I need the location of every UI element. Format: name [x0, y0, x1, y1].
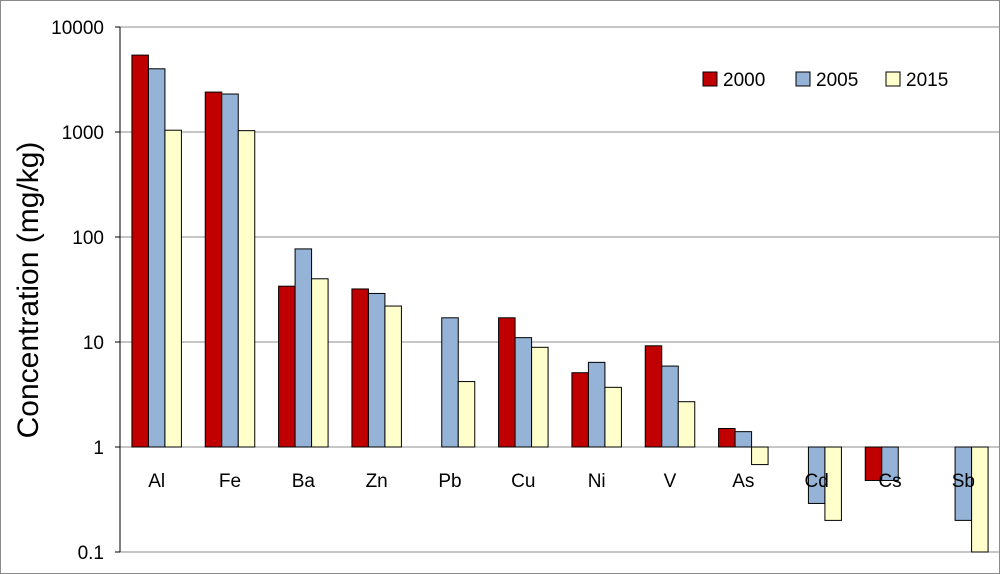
legend: 2000 2005 2015 — [702, 70, 948, 91]
bar-2005-Pb — [441, 317, 459, 448]
bar-2015-V — [677, 401, 696, 448]
bar-2005-Fe — [221, 93, 239, 448]
gridlines — [115, 26, 1000, 553]
bar-2005-Cs — [881, 446, 899, 481]
y-tick-label: 0.1 — [78, 543, 104, 564]
bar-2000-As — [718, 428, 736, 448]
bar-2000-Zn — [351, 288, 369, 448]
legend-label-2015: 2015 — [906, 70, 948, 91]
bar-2005-Ba — [294, 248, 313, 448]
bar-2005-Cu — [514, 337, 533, 448]
category-label: Fe — [219, 471, 241, 492]
bar-2005-Zn — [367, 292, 386, 448]
bar-2015-Ni — [604, 386, 622, 448]
bar-2015-Sb — [971, 446, 989, 553]
bar-2005-As — [734, 431, 753, 448]
bar-2015-Cu — [531, 346, 549, 448]
legend-swatch-2000 — [702, 71, 718, 87]
category-label: Cd — [805, 471, 829, 492]
legend-swatch-2015 — [885, 71, 901, 87]
bar-2000-Fe — [204, 91, 223, 448]
bar-2000-Al — [131, 54, 149, 448]
y-tick-label: 10 — [83, 333, 104, 354]
category-label: As — [732, 471, 754, 492]
bar-2015-Zn — [384, 305, 402, 448]
bar-2015-Ba — [311, 278, 329, 448]
bar-2005-Ni — [587, 361, 606, 448]
category-label: Cu — [511, 471, 535, 492]
category-label: Sb — [952, 471, 975, 492]
bar-2005-Al — [147, 68, 166, 448]
legend-swatch-2005 — [795, 71, 811, 87]
y-tick-labels: 0.1 1 10 100 1000 10000 — [51, 18, 104, 564]
bar-2000-Ba — [278, 285, 296, 448]
bar-2005-V — [661, 365, 679, 448]
category-label: Cs — [878, 471, 901, 492]
category-label: Zn — [366, 471, 388, 492]
category-label: Ba — [292, 471, 316, 492]
category-label: Pb — [438, 471, 461, 492]
bars — [131, 54, 989, 553]
bar-2015-Pb — [457, 381, 476, 448]
category-label: Al — [148, 471, 165, 492]
y-axis-label: Concentration (mg/kg) — [12, 142, 45, 439]
y-tick-label: 1 — [93, 438, 104, 459]
bar-2015-Al — [164, 129, 182, 448]
category-labels: Al Fe Ba Zn Pb Cu Ni V As Cd Cs Sb — [148, 471, 975, 492]
bar-2015-Cd — [824, 446, 842, 521]
legend-label-2000: 2000 — [723, 70, 765, 91]
y-tick-label: 100 — [72, 228, 104, 249]
y-tick-label: 10000 — [51, 18, 104, 39]
bar-2000-V — [644, 345, 663, 448]
bar-2015-As — [751, 446, 769, 466]
bar-2015-Fe — [237, 130, 256, 448]
category-label: Ni — [588, 471, 606, 492]
legend-label-2005: 2005 — [816, 70, 858, 91]
category-label: V — [664, 471, 677, 492]
bar-2000-Ni — [571, 372, 589, 448]
bar-2000-Cu — [498, 317, 516, 448]
y-tick-label: 1000 — [62, 123, 104, 144]
